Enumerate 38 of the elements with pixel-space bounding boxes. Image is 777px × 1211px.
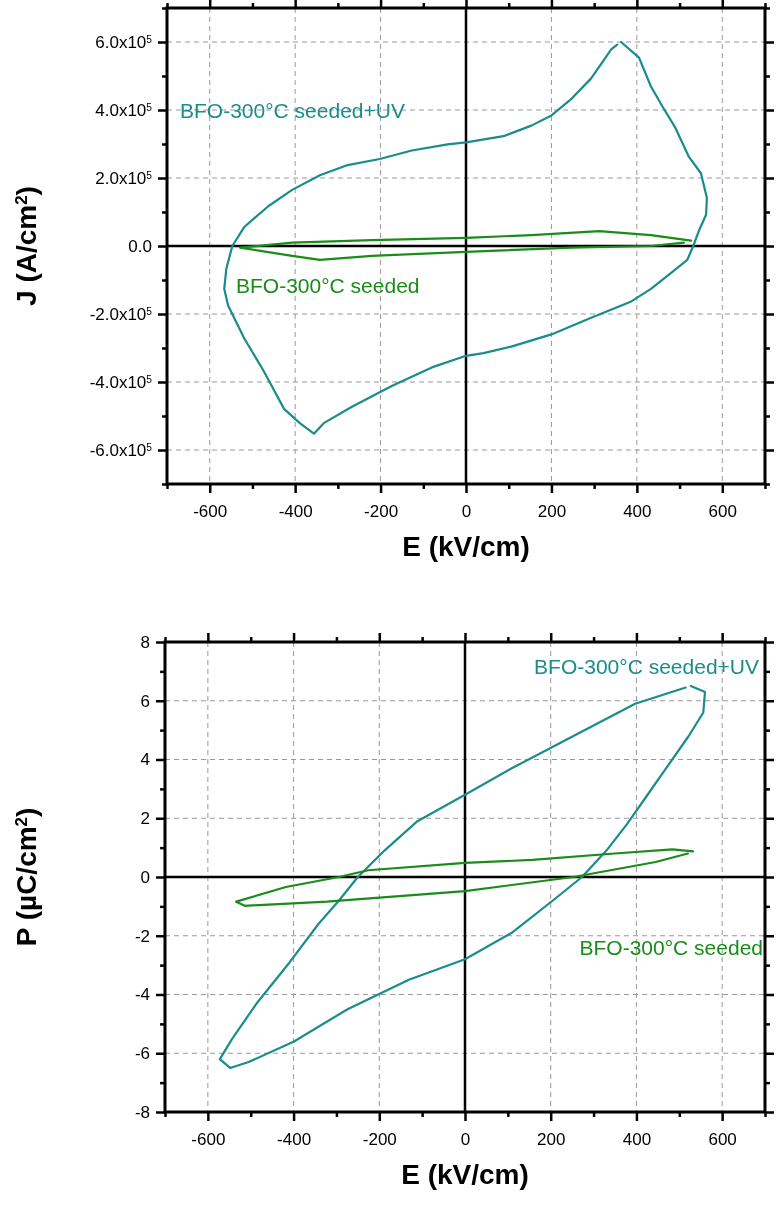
text: BFO-300°C seeded [579, 936, 763, 959]
y-tick-label: -6 [134, 1044, 150, 1064]
y-tick-label: 2 [140, 809, 150, 829]
y-tick-label: 6.0x10$^{5}$ [95, 32, 153, 52]
x-tick-label: 0 [460, 1130, 471, 1150]
y-tick-label: -8 [134, 1102, 150, 1122]
y-tick-label: -6.0x10$^{5}$ [89, 440, 153, 460]
x-tick-label: 600 [708, 1130, 737, 1150]
x-tick-label: -600 [193, 502, 228, 522]
series-label: BFO-300°C seeded+UV [180, 99, 405, 122]
line-series [235, 848, 695, 907]
x-tick-label: 600 [708, 502, 737, 522]
y-tick-label: 2.0x10$^{5}$ [95, 168, 153, 188]
y-tick-label: -4.0x10$^{5}$ [89, 372, 153, 392]
y-tick-label: -2.0x10$^{5}$ [89, 304, 153, 324]
x-tick-label: -600 [191, 1130, 226, 1150]
y-tick-label: 4 [140, 750, 150, 770]
y-tick-label: 8 [140, 632, 150, 652]
line-series [238, 229, 693, 262]
x-tick-label: 200 [537, 1130, 566, 1150]
x-axis-title: E (kV/cm) [402, 531, 530, 562]
x-tick-label: -200 [362, 1130, 397, 1150]
x-tick-label: 400 [622, 1130, 652, 1150]
y-tick-label: -2 [134, 926, 150, 946]
x-tick-label: 200 [537, 502, 567, 522]
y-tick-label: 6 [140, 691, 150, 711]
y-tick-label: 0.0 [128, 236, 152, 256]
series-label: BFO-300°C seeded [236, 274, 420, 297]
x-tick-label: 400 [623, 502, 652, 522]
x-tick-label: -400 [278, 502, 313, 522]
x-tick-label: -400 [277, 1130, 312, 1150]
y-tick-label: 0 [140, 867, 150, 887]
series-label: BFO-300°C seeded+UV [534, 655, 759, 678]
x-tick-label: 0 [461, 502, 472, 522]
y-tick-label: -4 [134, 985, 150, 1005]
y-tick-label: 4.0x10$^{5}$ [95, 100, 153, 120]
x-tick-label: -200 [364, 502, 399, 522]
x-axis-title: E (kV/cm) [401, 1159, 529, 1190]
